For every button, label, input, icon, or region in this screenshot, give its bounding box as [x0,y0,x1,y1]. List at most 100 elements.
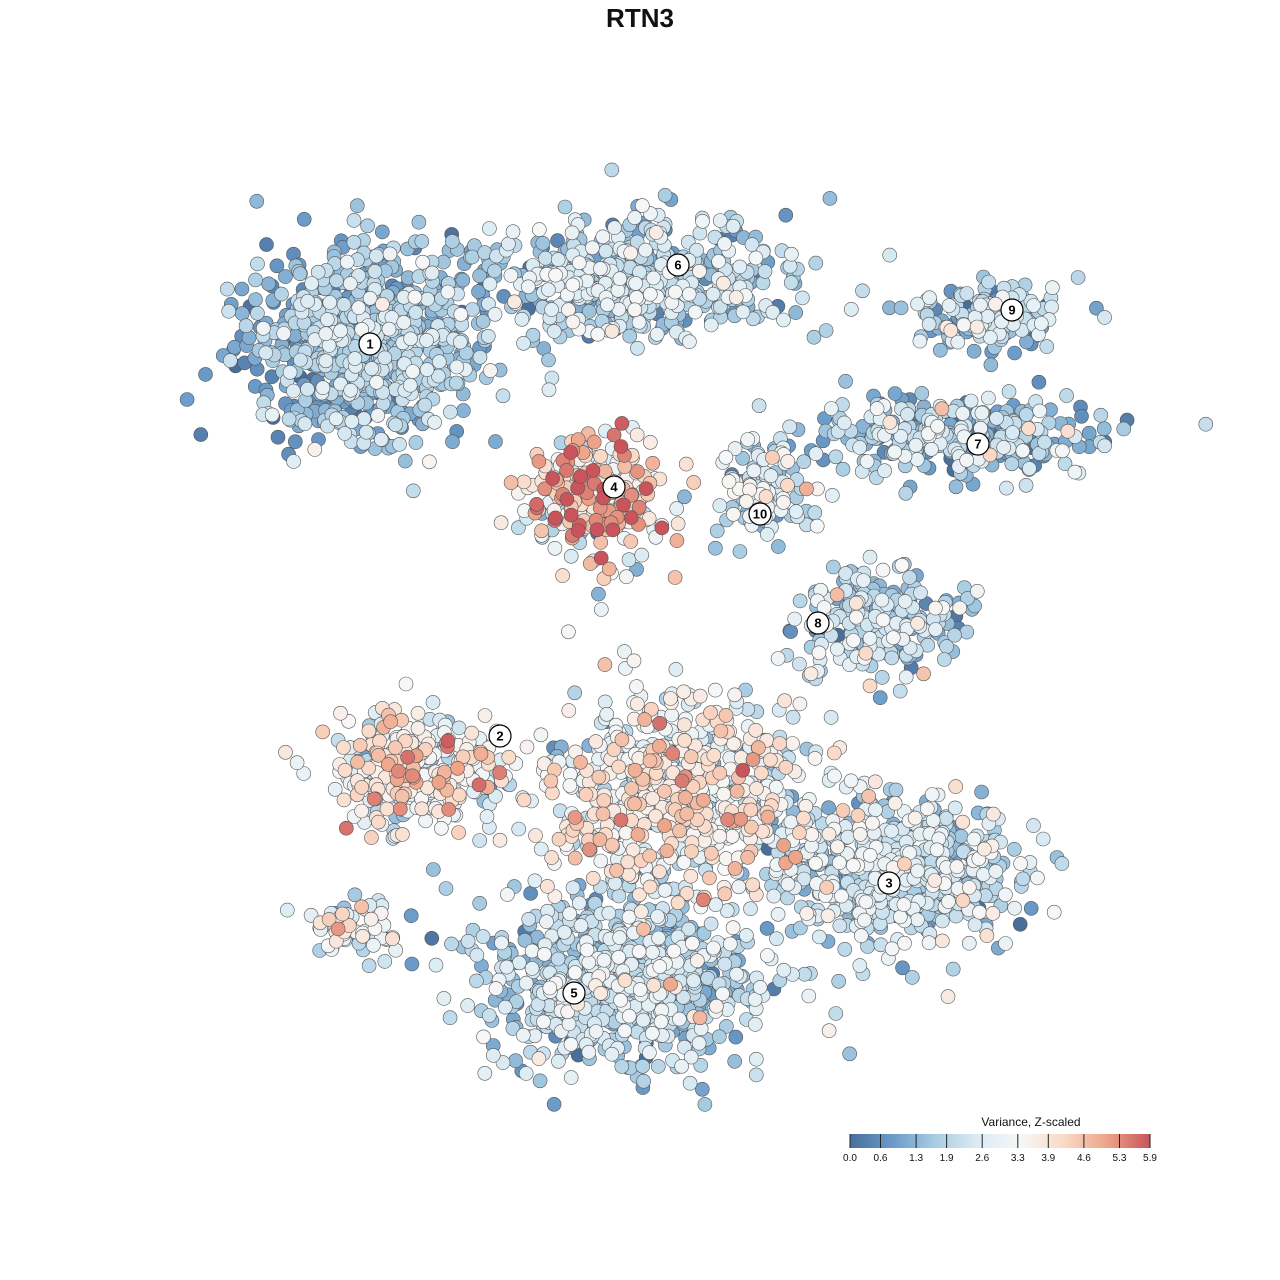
cell-point [410,720,426,736]
cell-point [373,432,389,447]
cell-point [948,779,964,794]
cell-point [1031,374,1047,390]
cell-point [760,948,775,963]
cell-point [286,383,301,399]
cell-point [304,276,319,291]
cell-point [261,276,276,292]
cell-point [887,444,903,460]
cell-point [689,953,705,969]
cell-point [541,282,556,298]
cell-point [904,970,920,985]
cell-point [1012,916,1028,932]
cell-point [604,323,620,339]
cell-point [910,912,925,928]
cell-point [629,696,645,712]
cell-point [540,879,555,894]
cell-point [630,340,645,356]
cell-point [514,311,530,327]
cell-point [898,485,914,501]
cell-point [732,544,748,559]
cell-point [910,616,925,631]
cell-point [516,792,532,808]
cell-point [515,1027,531,1043]
cell-point [300,293,316,309]
cell-point [825,559,841,575]
cell-point [724,828,740,844]
cell-point [278,269,293,284]
cell-point [449,359,465,375]
cell-point [637,712,653,727]
cell-point [855,283,870,299]
cell-point [1004,456,1020,472]
cell-point [769,931,784,947]
cell-point [809,518,825,534]
cell-point [1097,438,1112,454]
cell-point [829,587,845,603]
cell-point [887,386,903,401]
cell-point [783,275,799,290]
cell-point [940,989,956,1004]
cell-point [861,788,877,804]
cell-point [617,973,633,988]
cell-point [1026,298,1041,313]
cell-point [858,894,874,910]
cell-point [703,845,719,861]
cell-point [562,906,578,922]
cell-point [503,475,519,490]
cell-point [751,398,767,414]
cell-point [405,483,421,499]
cell-point [998,887,1013,903]
cell-point [959,286,975,301]
cell-point [712,498,728,513]
cell-point [358,424,374,440]
cell-point [1035,831,1051,847]
cell-point [372,733,387,749]
cell-point [1001,384,1017,399]
cell-point [286,454,301,469]
cell-point [1044,299,1059,315]
cell-point [760,809,776,825]
cell-point [682,1075,698,1091]
cell-point [729,966,744,982]
cell-point [565,277,581,293]
cell-point [709,998,724,1014]
cell-point [682,334,697,350]
cell-point [444,936,459,952]
cell-point [627,210,643,225]
cell-point [408,435,424,450]
cell-point [1007,900,1022,916]
cell-point [687,304,703,320]
cell-point [633,904,649,920]
cell-point [541,382,557,398]
cell-point [612,930,627,945]
cell-point [636,1073,651,1089]
cell-point [451,825,466,840]
cell-point [642,848,658,864]
cell-point [902,570,917,585]
cell-point [976,841,992,857]
cell-point [609,863,624,878]
cell-point [795,290,810,306]
cell-point [732,259,748,275]
cell-point [748,1067,764,1083]
cell-point [717,886,733,902]
cell-point [683,868,699,884]
cell-point [629,290,644,305]
cell-point [519,739,535,755]
cell-point [227,339,242,355]
cell-point [884,941,900,957]
cell-point [652,864,667,880]
cell-point [562,778,578,793]
cell-point [670,516,686,532]
cell-point [725,920,741,936]
cell-point [350,754,365,770]
cell-point [712,213,728,228]
cell-point [590,326,606,342]
cell-point [645,455,661,471]
cell-point [981,274,996,290]
cell-point [677,733,692,748]
cell-point [934,401,950,417]
cell-point [913,585,928,601]
cell-point [339,254,355,270]
cell-point [822,191,838,206]
